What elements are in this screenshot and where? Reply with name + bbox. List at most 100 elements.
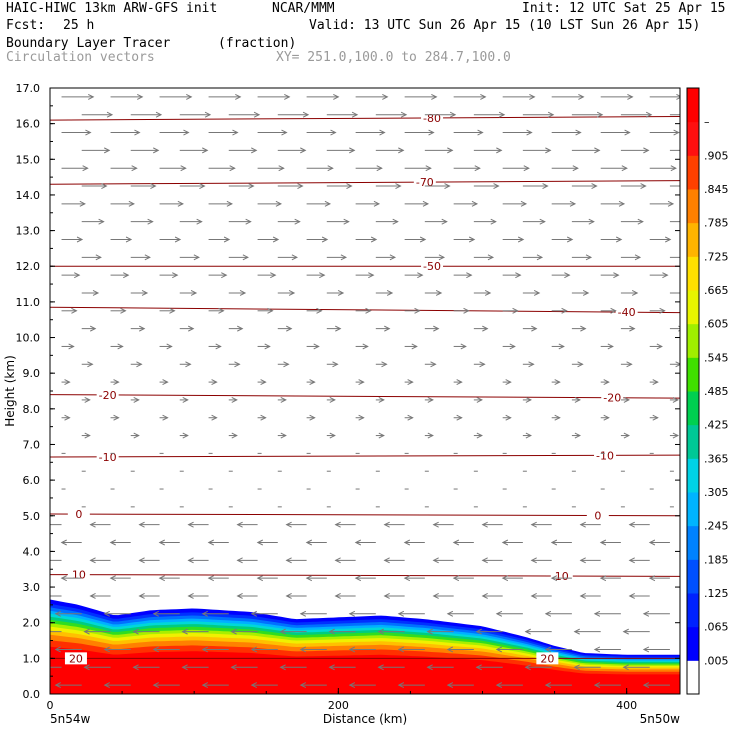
colorbar-label: .005: [704, 654, 729, 667]
vector-head: [550, 575, 558, 582]
vector-head: [531, 325, 538, 332]
vector-head: [132, 664, 139, 671]
contour-label: 20: [69, 652, 83, 665]
vector-head: [480, 93, 487, 100]
vector-head: [431, 93, 438, 100]
vector-head: [103, 682, 110, 689]
vector-head: [291, 254, 298, 261]
vector-head: [585, 254, 593, 261]
colorbar-label: –: [704, 116, 710, 129]
vector-head: [578, 93, 585, 100]
vector-head: [253, 111, 261, 118]
colorbar-label: .065: [704, 621, 729, 634]
vector-head: [199, 183, 206, 189]
vector-head: [153, 147, 160, 154]
vector-head: [236, 557, 243, 564]
vector-head: [297, 183, 304, 189]
vector-head: [147, 218, 154, 225]
vector-head: [622, 664, 629, 671]
vector-head: [593, 646, 601, 653]
vector-head: [477, 129, 484, 136]
vector-head: [109, 575, 116, 582]
plot-frame: [49, 87, 681, 695]
colorbar-swatch: [687, 626, 699, 661]
vector-head: [579, 593, 586, 599]
vector-head: [83, 664, 90, 671]
vector-head: [60, 575, 67, 582]
vector-head: [520, 200, 528, 207]
vector-head: [554, 414, 561, 421]
vector-head: [237, 325, 244, 332]
vector-head: [88, 93, 95, 100]
contour-label: -20: [99, 389, 117, 402]
vector-head: [637, 218, 644, 225]
vector-head: [211, 379, 218, 386]
vector-head: [281, 129, 288, 136]
vector-head: [378, 432, 385, 439]
vector-head: [264, 343, 271, 350]
vector-head: [231, 396, 238, 403]
vector-head: [180, 165, 187, 172]
vector-head: [236, 593, 243, 599]
vector-head: [561, 307, 568, 314]
vector-head: [270, 272, 277, 279]
cross-section-endpoints: XY= 251.0,100.0 to 284.7,100.0: [276, 50, 511, 65]
vector-head: [530, 557, 537, 564]
contour-line: [50, 180, 680, 185]
vector-head: [626, 361, 633, 368]
vector-head: [460, 343, 467, 350]
vector-head: [542, 183, 549, 189]
vector-head: [84, 396, 91, 403]
vector-head: [98, 218, 105, 225]
vector-head: [250, 646, 258, 653]
vector-head: [234, 361, 241, 368]
vector-head: [152, 610, 159, 617]
vector-head: [89, 557, 96, 564]
vector-head: [235, 93, 242, 100]
vector-head: [656, 343, 663, 350]
vector-head: [452, 575, 460, 582]
vector-head: [250, 682, 258, 689]
vector-head: [211, 414, 218, 421]
vector-head: [613, 272, 620, 279]
vector-head: [351, 111, 359, 118]
vector-head: [629, 325, 636, 332]
vector-head: [384, 325, 391, 332]
vector-head: [526, 129, 533, 136]
vector-head: [267, 307, 274, 314]
vector-head: [332, 361, 339, 368]
vector-head: [435, 290, 443, 296]
colorbar-label: .845: [704, 183, 729, 196]
vector-head: [417, 272, 424, 279]
vector-head: [603, 414, 610, 421]
vector-head: [136, 361, 143, 368]
vector-head: [569, 200, 577, 207]
colorbar-label: .485: [704, 385, 729, 398]
vector-head: [392, 218, 399, 225]
vector-head: [215, 343, 222, 350]
vector-head: [169, 307, 176, 314]
y-tick-label: 15.0: [16, 153, 41, 166]
vector-head: [501, 575, 509, 582]
y-tick-label: 13.0: [16, 225, 41, 238]
vector-head: [60, 539, 67, 546]
vector-head: [475, 628, 482, 635]
contour-line: [50, 574, 680, 577]
vector-head: [379, 129, 386, 136]
colorbar-swatch: [687, 525, 699, 560]
colorbar-label: .125: [704, 587, 729, 600]
vector-head: [628, 593, 635, 599]
vector-head: [573, 628, 580, 635]
vector-head: [676, 93, 680, 100]
vector-head: [138, 593, 145, 599]
vector-head: [305, 539, 313, 546]
vector-head: [550, 539, 558, 546]
forecast-hour: 25 h: [63, 18, 95, 33]
colorbar-label: .425: [704, 419, 729, 432]
colorbar-swatch: [687, 492, 699, 527]
vector-head: [221, 272, 228, 279]
vector-head: [162, 414, 169, 421]
vector-head: [68, 343, 75, 350]
colorbar-swatch: [687, 290, 699, 325]
vector-head: [628, 521, 635, 528]
